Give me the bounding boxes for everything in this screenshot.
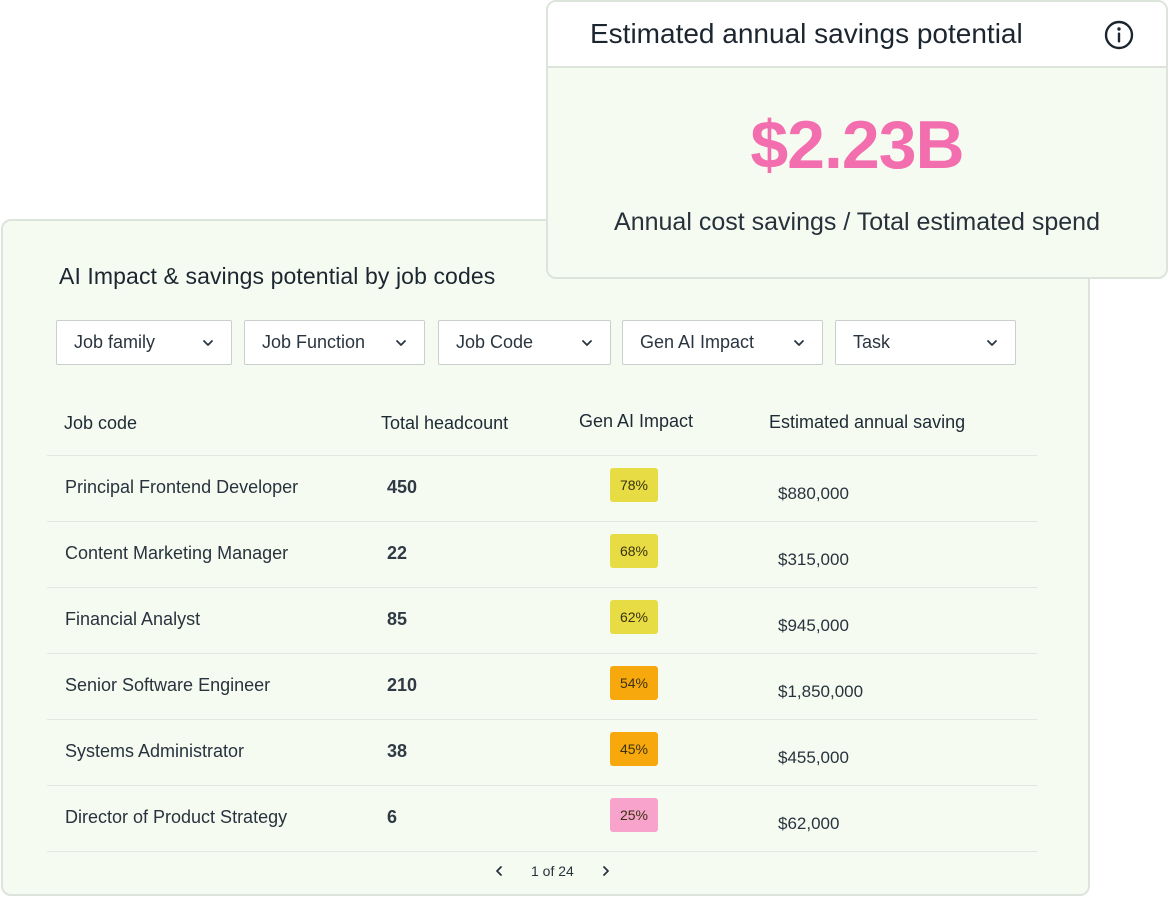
job-code-cell: Content Marketing Manager bbox=[65, 543, 289, 563]
table-divider bbox=[47, 851, 1037, 852]
table-row[interactable]: Senior Software Engineer 210 54% $1,850,… bbox=[47, 653, 1037, 719]
table-row[interactable]: Systems Administrator 38 45% $455,000 bbox=[47, 719, 1037, 785]
saving-cell: $880,000 bbox=[778, 484, 849, 503]
savings-subtitle: Annual cost savings / Total estimated sp… bbox=[614, 208, 1100, 236]
table-divider bbox=[47, 785, 1037, 786]
filter-label: Gen AI Impact bbox=[640, 332, 755, 352]
headcount-cell: 6 bbox=[387, 807, 398, 827]
job-code-cell: Director of Product Strategy bbox=[65, 807, 288, 827]
impact-badge: 62% bbox=[610, 600, 658, 634]
filter-label: Task bbox=[853, 332, 891, 352]
chevron-down-icon bbox=[394, 336, 408, 350]
job-code-cell: Principal Frontend Developer bbox=[65, 477, 299, 497]
table-divider bbox=[47, 653, 1037, 654]
impact-badge: 68% bbox=[610, 534, 658, 568]
table-row[interactable]: Principal Frontend Developer 450 78% $88… bbox=[47, 455, 1037, 521]
headcount-cell: 450 bbox=[387, 477, 418, 497]
filter-gen-ai-impact[interactable]: Gen AI Impact bbox=[622, 320, 823, 365]
savings-potential-card: Estimated annual savings potential $2.23… bbox=[546, 0, 1168, 279]
page-indicator: 1 of 24 bbox=[531, 863, 574, 879]
card-title: AI Impact & savings potential by job cod… bbox=[59, 263, 496, 289]
chevron-left-icon[interactable] bbox=[489, 861, 509, 881]
table-row[interactable]: Financial Analyst 85 62% $945,000 bbox=[47, 587, 1037, 653]
saving-cell: $455,000 bbox=[778, 748, 849, 767]
job-code-cell: Senior Software Engineer bbox=[65, 675, 271, 695]
column-header-gen-ai-impact[interactable]: Gen AI Impact bbox=[579, 411, 694, 431]
table-divider bbox=[47, 521, 1037, 522]
job-code-cell: Financial Analyst bbox=[65, 609, 201, 629]
chevron-down-icon bbox=[201, 336, 215, 350]
chevron-right-icon[interactable] bbox=[596, 861, 616, 881]
savings-card-header: Estimated annual savings potential bbox=[548, 2, 1166, 68]
table-row[interactable]: Director of Product Strategy 6 25% $62,0… bbox=[47, 785, 1037, 851]
headcount-cell: 85 bbox=[387, 609, 408, 629]
impact-badge: 54% bbox=[610, 666, 658, 700]
savings-value: $2.23B bbox=[750, 107, 964, 183]
column-header-headcount[interactable]: Total headcount bbox=[381, 413, 509, 433]
impact-badge: 25% bbox=[610, 798, 658, 832]
table-divider bbox=[47, 455, 1037, 456]
table-row[interactable]: Content Marketing Manager 22 68% $315,00… bbox=[47, 521, 1037, 587]
filter-job-function[interactable]: Job Function bbox=[244, 320, 425, 365]
job-code-cell: Systems Administrator bbox=[65, 741, 245, 761]
filter-task[interactable]: Task bbox=[835, 320, 1016, 365]
headcount-cell: 38 bbox=[387, 741, 408, 761]
pagination: 1 of 24 bbox=[489, 861, 616, 881]
filter-job-family[interactable]: Job family bbox=[56, 320, 232, 365]
saving-cell: $315,000 bbox=[778, 550, 849, 569]
savings-card-title: Estimated annual savings potential bbox=[590, 18, 1023, 49]
table-divider bbox=[47, 719, 1037, 720]
filter-job-code[interactable]: Job Code bbox=[438, 320, 611, 365]
chevron-down-icon bbox=[985, 336, 999, 350]
saving-cell: $1,850,000 bbox=[778, 682, 864, 701]
table-divider bbox=[47, 587, 1037, 588]
impact-badge: 78% bbox=[610, 468, 658, 502]
impact-badge: 45% bbox=[610, 732, 658, 766]
filter-label: Job Function bbox=[262, 332, 366, 352]
saving-cell: $62,000 bbox=[778, 814, 840, 833]
headcount-cell: 22 bbox=[387, 543, 408, 563]
info-icon[interactable] bbox=[1103, 19, 1135, 51]
chevron-down-icon bbox=[792, 336, 806, 350]
filter-label: Job family bbox=[74, 332, 156, 352]
chevron-down-icon bbox=[580, 336, 594, 350]
saving-cell: $945,000 bbox=[778, 616, 849, 635]
job-codes-card: AI Impact & savings potential by job cod… bbox=[1, 219, 1090, 896]
headcount-cell: 210 bbox=[387, 675, 418, 695]
filter-label: Job Code bbox=[456, 332, 534, 352]
column-header-estimated-saving[interactable]: Estimated annual saving bbox=[769, 412, 966, 432]
column-header-job-code[interactable]: Job code bbox=[64, 413, 138, 433]
